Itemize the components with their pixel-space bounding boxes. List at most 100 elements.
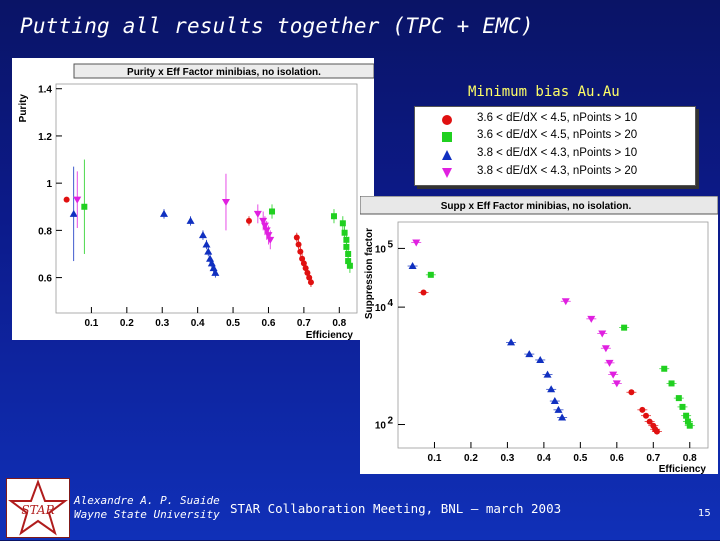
data-point [675, 395, 682, 402]
y-tick-exponent: 2 [387, 416, 393, 427]
x-tick-label: 0.7 [297, 318, 311, 329]
x-tick-label: 0.8 [332, 318, 346, 329]
data-point [543, 370, 552, 378]
data-point [293, 234, 300, 241]
data-point [345, 250, 352, 257]
x-tick-label: 0.8 [683, 453, 697, 464]
data-point [186, 216, 195, 224]
data-point [69, 209, 78, 217]
data-point [330, 213, 337, 220]
data-point [612, 380, 621, 388]
y-tick-label: 10 [375, 244, 387, 255]
data-point [525, 350, 534, 358]
data-point [621, 324, 628, 331]
data-point [653, 428, 660, 435]
data-point [598, 330, 607, 338]
data-point [297, 248, 304, 255]
page-number: 15 [698, 508, 711, 519]
star-logo-icon: STAR [8, 479, 68, 536]
y-tick-exponent: 4 [387, 298, 393, 309]
data-point [295, 241, 302, 248]
x-tick-label: 0.4 [191, 318, 205, 329]
data-point [683, 412, 690, 419]
data-point [339, 220, 346, 227]
data-point [601, 345, 610, 353]
data-point [646, 418, 653, 425]
x-tick-label: 0.7 [646, 453, 660, 464]
plot-title: Purity x Eff Factor minibias, no isolati… [127, 67, 321, 78]
x-tick-label: 0.5 [573, 453, 587, 464]
y-axis-label: Purity [18, 94, 29, 123]
data-point [420, 289, 427, 296]
x-tick-label: 0.1 [84, 318, 98, 329]
y-tick-exponent: 5 [387, 239, 393, 250]
data-point [266, 236, 275, 244]
data-point [307, 279, 314, 286]
data-point [245, 217, 252, 224]
y-axis-label: Suppression factor [364, 228, 375, 319]
data-point [679, 403, 686, 410]
data-point [536, 355, 545, 363]
data-point [341, 229, 348, 236]
legend-item-red-circle: 3.6 < dE/dX < 4.5, nPoints > 10 [415, 111, 695, 129]
data-point [427, 271, 434, 278]
data-point [661, 365, 668, 372]
data-point [558, 413, 567, 421]
data-point [345, 258, 352, 265]
x-tick-label: 0.3 [500, 453, 514, 464]
svg-text:STAR: STAR [21, 503, 54, 517]
y-tick-label: 0.8 [38, 226, 52, 237]
minimum-bias-label: Minimum bias Au.Au [468, 84, 620, 100]
data-point [73, 196, 82, 204]
data-point [643, 412, 649, 419]
data-point [343, 243, 350, 250]
suppression-chart: Supp x Eff Factor minibias, no isolation… [359, 195, 719, 475]
data-point [587, 315, 596, 323]
purity-chart: Purity x Eff Factor minibias, no isolati… [18, 63, 375, 341]
data-point [628, 389, 635, 396]
legend-label: 3.6 < dE/dX < 4.5, nPoints > 20 [477, 129, 638, 141]
y-tick-label: 10 [375, 421, 387, 432]
y-tick-label: 1.2 [38, 132, 52, 143]
author-block: Alexandre A. P. Suaide Wayne State Unive… [74, 494, 220, 522]
purity-plot-panel: Purity x Eff Factor minibias, no isolati… [12, 58, 375, 341]
data-point [221, 199, 230, 207]
data-point [609, 371, 618, 379]
data-point [253, 210, 262, 218]
data-point [507, 338, 516, 346]
triangle-down-marker-icon [442, 168, 452, 178]
author-name: Alexandre A. P. Suaide [74, 494, 220, 507]
square-marker-icon [442, 132, 452, 142]
data-point [668, 380, 675, 387]
data-point [639, 406, 646, 413]
data-point [686, 422, 693, 429]
x-axis-label: Efficiency [306, 330, 354, 340]
y-tick-label: 0.6 [38, 274, 52, 285]
data-point [202, 240, 211, 248]
x-tick-label: 0.3 [155, 318, 169, 329]
data-point [211, 268, 220, 276]
triangle-up-marker-icon [442, 150, 452, 160]
data-point [346, 262, 353, 269]
data-point [160, 209, 169, 217]
slide-title: Putting all results together (TPC + EMC) [20, 14, 534, 38]
data-point [198, 231, 207, 239]
data-point [605, 359, 614, 367]
x-axis-label: Efficiency [659, 464, 707, 474]
legend-item-green-square: 3.6 < dE/dX < 4.5, nPoints > 20 [415, 128, 695, 146]
x-tick-label: 0.6 [610, 453, 624, 464]
x-tick-label: 0.4 [537, 453, 551, 464]
legend-item-magenta-triangle: 3.8 < dE/dX < 4.3, nPoints > 20 [415, 164, 695, 182]
plot-frame [397, 221, 709, 449]
legend: 3.6 < dE/dX < 4.5, nPoints > 10 3.6 < dE… [414, 106, 696, 186]
data-point [408, 262, 417, 270]
data-point [269, 208, 276, 215]
data-point [684, 418, 691, 425]
data-point [204, 247, 213, 255]
x-tick-label: 0.2 [120, 318, 134, 329]
data-point [412, 239, 421, 247]
legend-item-blue-triangle: 3.8 < dE/dX < 4.3, nPoints > 10 [415, 146, 695, 164]
legend-label: 3.6 < dE/dX < 4.5, nPoints > 10 [477, 112, 638, 124]
y-tick-label: 1 [46, 179, 52, 190]
y-tick-label: 10 [375, 303, 387, 314]
